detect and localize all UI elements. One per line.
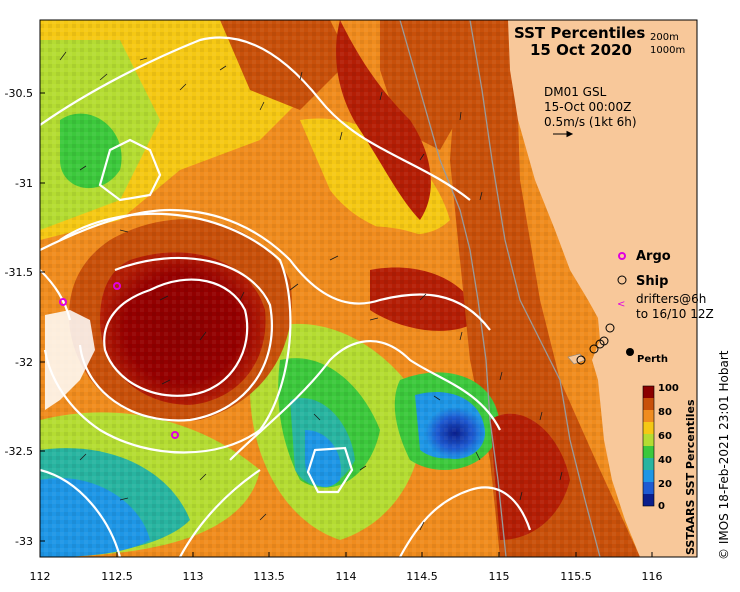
colorbar-title: SSTAARS SST Percentiles xyxy=(684,399,697,555)
colorbar-tick-100: 100 xyxy=(658,383,679,394)
perth-label: Perth xyxy=(637,354,668,365)
lat-tick-30-5: -30.5 xyxy=(5,87,33,100)
current-scale-label: 0.5m/s (1kt 6h) xyxy=(544,115,637,129)
lon-tick-114-5: 114.5 xyxy=(406,570,438,583)
ship-markers xyxy=(576,323,615,365)
legend-ship: Ship xyxy=(636,274,668,289)
lon-tick-115: 115 xyxy=(489,570,510,583)
lon-tick-113: 113 xyxy=(183,570,204,583)
plot-frame xyxy=(39,19,698,558)
legend-drifters-2: to 16/10 12Z xyxy=(636,307,714,321)
colorbar xyxy=(642,385,655,507)
lon-tick-112: 112 xyxy=(30,570,51,583)
colorbar-tick-60: 60 xyxy=(658,431,672,442)
lat-tick-31: -31 xyxy=(15,177,33,190)
lat-tick-32-5: -32.5 xyxy=(5,445,33,458)
map-date: 15 Oct 2020 xyxy=(530,41,632,59)
ssh-contours xyxy=(40,36,532,557)
lon-tick-113-5: 113.5 xyxy=(253,570,285,583)
argo-markers xyxy=(59,282,179,439)
colorbar-tick-80: 80 xyxy=(658,407,672,418)
argo-legend-icon xyxy=(618,252,626,260)
credit-line: © IMOS 18-Feb-2021 23:01 Hobart xyxy=(717,350,731,560)
isobath-200m xyxy=(469,20,601,557)
legend-argo: Argo xyxy=(636,249,671,264)
lat-tick-31-5: -31.5 xyxy=(5,266,33,279)
current-scale-arrow xyxy=(553,130,574,138)
lon-tick-115-5: 115.5 xyxy=(560,570,592,583)
map-title: SST Percentiles xyxy=(514,24,645,42)
current-model-label: DM01 GSL xyxy=(544,85,607,99)
lon-tick-116: 116 xyxy=(642,570,663,583)
legend-drifters-1: drifters@6h xyxy=(636,292,706,306)
colorbar-tick-20: 20 xyxy=(658,479,672,490)
lon-axis xyxy=(39,552,653,557)
perth-marker xyxy=(626,348,634,356)
colorbar-tick-0: 0 xyxy=(658,501,665,512)
lat-tick-33: -33 xyxy=(15,535,33,548)
lat-axis xyxy=(40,92,45,542)
drifter-legend-icon: < xyxy=(617,299,625,310)
current-vectors xyxy=(59,51,563,531)
lon-tick-114: 114 xyxy=(336,570,357,583)
isobath-label-200m: 200m xyxy=(650,32,679,43)
colorbar-tick-40: 40 xyxy=(658,455,672,466)
isobath-1000m xyxy=(399,20,507,557)
sst-field xyxy=(40,20,697,557)
ship-legend-icon xyxy=(617,275,627,285)
isobath-label-1000m: 1000m xyxy=(650,45,685,56)
lat-tick-32: -32 xyxy=(15,356,33,369)
current-time-label: 15-Oct 00:00Z xyxy=(544,100,631,114)
lon-tick-112-5: 112.5 xyxy=(101,570,133,583)
